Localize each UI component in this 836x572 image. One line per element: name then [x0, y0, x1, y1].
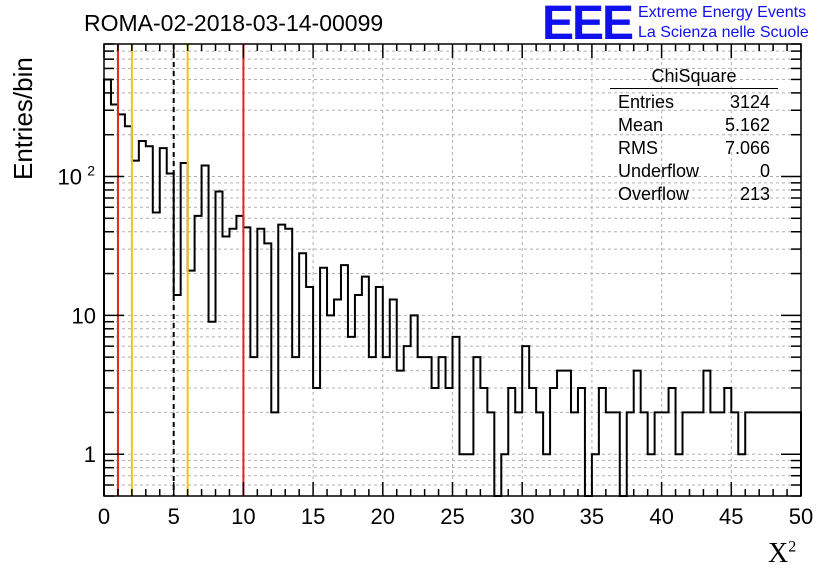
stats-row-rms: RMS 7.066 [610, 138, 778, 161]
y-tick-label: 10 [72, 303, 96, 328]
x-axis-label-text: X [768, 538, 789, 569]
stats-row-overflow: Overflow 213 [610, 184, 778, 207]
y-tick-label-sup: 2 [87, 162, 95, 178]
x-tick-label: 5 [168, 504, 180, 529]
stats-box: ChiSquare Entries 3124 Mean 5.162 RMS 7.066… [610, 66, 778, 207]
stats-value: 213 [739, 184, 770, 204]
stats-value: 0 [759, 161, 770, 181]
stats-label: Mean [618, 115, 664, 135]
x-tick-label: 50 [789, 504, 813, 529]
x-axis-label-sup: 2 [788, 538, 797, 556]
x-tick-label: 30 [510, 504, 534, 529]
stats-title: ChiSquare [610, 66, 778, 89]
stats-label: Entries [618, 92, 675, 112]
stats-label: Overflow [618, 184, 690, 204]
stats-label: Underflow [618, 161, 700, 181]
x-tick-label: 0 [98, 504, 110, 529]
stats-row-underflow: Underflow 0 [610, 161, 778, 184]
x-tick-label: 45 [719, 504, 743, 529]
stats-value: 5.162 [724, 115, 770, 135]
x-tick-label: 25 [440, 504, 464, 529]
stats-row-entries: Entries 3124 [610, 92, 778, 115]
logo-line-2: La Scienza nelle Scuole [638, 24, 809, 41]
x-tick-label: 10 [231, 504, 255, 529]
x-axis-label: X2 [768, 538, 796, 570]
x-tick-label: 35 [580, 504, 604, 529]
logo-line-1: Extreme Energy Events [638, 4, 807, 21]
histogram-series [103, 78, 802, 497]
x-tick-label: 40 [649, 504, 673, 529]
eee-logo-mark: EEE [542, 0, 634, 50]
y-tick-label: 10 [58, 164, 82, 189]
stats-label: RMS [618, 138, 658, 158]
y-tick-label: 1 [84, 442, 96, 467]
stats-value: 3124 [729, 92, 770, 112]
stats-row-mean: Mean 5.162 [610, 115, 778, 138]
x-tick-label: 15 [301, 504, 325, 529]
chart-title: ROMA-02-2018-03-14-00099 [84, 10, 384, 36]
y-axis-label: Entries/bin [8, 57, 38, 180]
stats-value: 7.066 [724, 138, 770, 158]
x-tick-label: 20 [371, 504, 395, 529]
